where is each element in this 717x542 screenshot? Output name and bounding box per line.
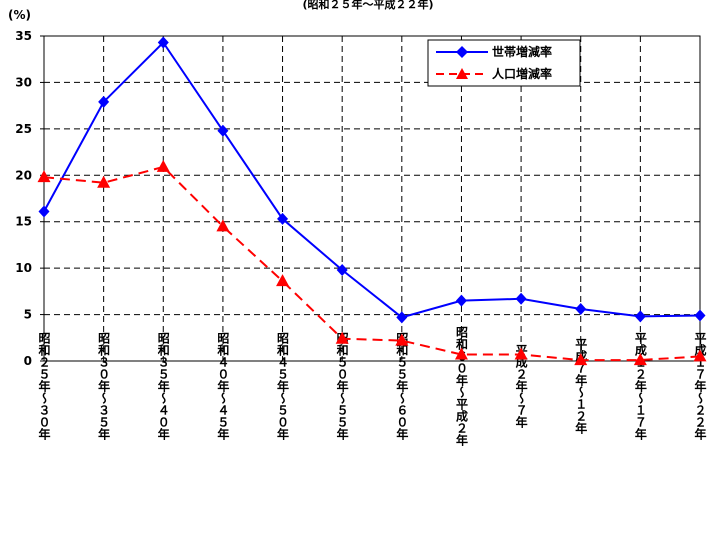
data-point-0-4: [277, 212, 289, 225]
gridlines: [44, 36, 700, 361]
series-group: [37, 36, 707, 366]
legend-marker-households: [456, 46, 468, 58]
x-tick-label: 昭和３０年～３５年: [97, 332, 111, 441]
y-axis: 0 5 10 15 20 25 30 35: [15, 29, 44, 368]
x-tick-label: 昭和４５年～５０年: [276, 332, 290, 441]
legend-label-population: 人口増減率: [492, 66, 552, 81]
y-tick-label: 5: [24, 308, 32, 322]
x-tick-label: 昭和４０年～４５年: [216, 332, 230, 441]
data-point-0-6: [396, 311, 408, 324]
data-point-0-8: [515, 292, 527, 305]
data-point-1-4: [276, 274, 290, 287]
data-point-1-2: [156, 159, 170, 172]
y-tick-label: 35: [15, 29, 32, 43]
y-tick-label: 20: [15, 168, 32, 182]
plot-area: [43, 35, 701, 362]
data-point-0-5: [336, 264, 348, 276]
data-point-1-5: [335, 331, 349, 344]
x-axis: 昭和２５年～３０年 昭和３０年～３５年 昭和３５年～４０年 昭和４０年～４５年 昭和４５…: [37, 326, 707, 447]
data-point-1-6: [395, 333, 409, 346]
x-tick-label: 昭和２５年～３０年: [37, 332, 51, 441]
x-tick-label: 平成７年～１２年: [574, 338, 588, 435]
data-point-0-11: [694, 309, 706, 322]
data-point-0-0: [38, 205, 50, 218]
x-tick-label: 平成１７年～２２年: [693, 332, 707, 441]
series-line-1: [43, 165, 701, 362]
data-point-0-7: [455, 294, 467, 307]
y-tick-label: 25: [15, 122, 32, 136]
data-point-0-3: [217, 124, 229, 137]
y-tick-label: 30: [15, 75, 32, 89]
data-point-1-11: [693, 349, 707, 362]
legend-box: [427, 39, 581, 87]
y-axis-label: (%): [8, 8, 31, 22]
data-point-1-8: [514, 347, 528, 360]
legend-marker-population: [456, 68, 468, 79]
data-point-1-3: [216, 219, 230, 232]
x-tick-label: 昭和３５年～４０年: [156, 332, 170, 441]
data-point-0-1: [98, 95, 110, 108]
x-tick-label: 平成１２年～１７年: [633, 332, 647, 441]
x-tick-label: 昭和５５年～６０年: [395, 332, 409, 441]
legend-label-households: 世帯増減率: [492, 44, 552, 59]
data-point-0-10: [634, 310, 646, 323]
series-line-0: [43, 40, 701, 319]
y-tick-label: 10: [15, 261, 32, 275]
data-point-1-10: [633, 353, 647, 366]
data-point-1-9: [574, 353, 588, 366]
data-point-1-0: [37, 170, 51, 183]
y-tick-label: 15: [15, 215, 32, 229]
data-point-1-7: [454, 347, 468, 360]
y-tick-label: 0: [24, 354, 32, 368]
x-tick-label: 昭和６０年～平成２年: [454, 326, 468, 447]
data-point-0-2: [157, 36, 169, 49]
chart-title: (昭和２５年～平成２２年): [302, 0, 433, 11]
legend: 世帯増減率 人口増減率: [427, 39, 581, 87]
x-tick-label: 昭和５０年～５５年: [335, 332, 349, 441]
data-point-1-1: [97, 175, 111, 188]
data-point-0-9: [575, 303, 587, 315]
x-tick-label: 平成２年～７年: [514, 344, 528, 429]
